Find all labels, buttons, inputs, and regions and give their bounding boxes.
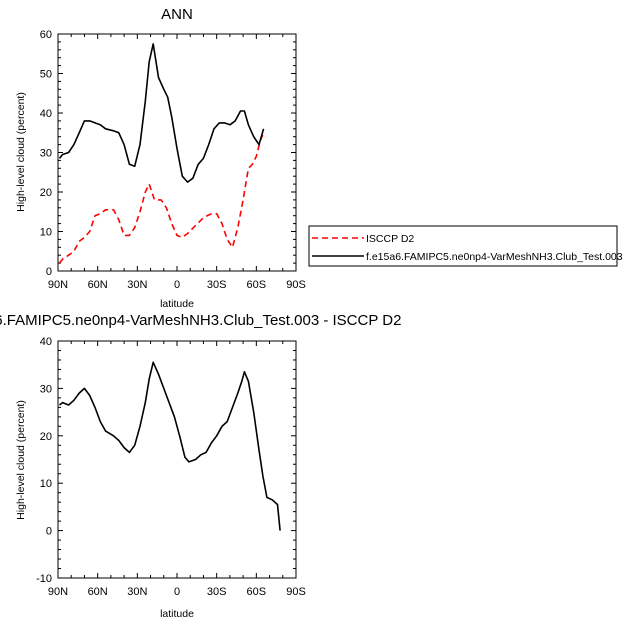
panel-1-plot: 90N 60N 30N 0 30S 60S 90S 0 10 20 30 40 50 60 (40, 29, 306, 291)
x-tick-label: 30S (207, 586, 227, 598)
panel-1-x-axis-label: latitude (160, 298, 194, 310)
legend-label-model: f.e15a6.FAMIPC5.ne0np4-VarMeshNH3.Club_T… (366, 251, 623, 263)
legend: ISCCP D2 f.e15a6.FAMIPC5.ne0np4-VarMeshN… (308, 225, 623, 267)
x-tick-label: 60N (88, 586, 108, 598)
panel-1-title: ANN (161, 6, 193, 23)
y-tick-label: 50 (40, 69, 52, 81)
series-line-2 (58, 43, 265, 183)
y-tick-label: 0 (46, 266, 52, 278)
panel-1: ANN 90N 60N 30N 0 30S 60S 90S 0 10 20 30 40 50 60 lat… (15, 6, 306, 310)
x-tick-label: 30N (127, 279, 147, 291)
y-tick-label: 40 (40, 336, 52, 348)
y-tick-label: 30 (40, 148, 52, 160)
legend-box (308, 225, 618, 267)
y-tick-label: 0 (46, 526, 52, 538)
y-tick-label: 20 (40, 187, 52, 199)
x-tick-label: 90N (48, 586, 68, 598)
panel-2-plot: 90N 60N 30N 0 30S 60S 90S -10 0 10 20 30 40 (36, 336, 306, 598)
x-tick-label: 90S (286, 279, 306, 291)
x-tick-label: 0 (174, 586, 180, 598)
y-tick-label: 10 (40, 478, 52, 490)
y-tick-label: 10 (40, 227, 52, 239)
x-tick-label: 90N (48, 279, 68, 291)
x-tick-label: 90S (286, 586, 306, 598)
panel-2-x-axis-label: latitude (160, 608, 194, 620)
series-line-1 (59, 361, 281, 531)
x-tick-label: 60S (247, 586, 267, 598)
x-tick-label: 60S (247, 279, 267, 291)
series-line-1 (58, 132, 265, 264)
legend-label-isccp-d2: ISCCP D2 (366, 233, 414, 245)
x-tick-label: 30N (127, 586, 147, 598)
panel-2-title: f.e15a6.FAMIPC5.ne0np4-VarMeshNH3.Club_T… (0, 312, 401, 329)
panel-1-y-axis-label: High-level cloud (percent) (15, 92, 27, 212)
y-tick-label: 60 (40, 29, 52, 41)
y-tick-label: -10 (36, 573, 52, 585)
panel-2-y-axis-label: High-level cloud (percent) (15, 400, 27, 520)
y-tick-label: 40 (40, 108, 52, 120)
y-tick-label: 20 (40, 431, 52, 443)
y-tick-label: 30 (40, 383, 52, 395)
panel-2: f.e15a6.FAMIPC5.ne0np4-VarMeshNH3.Club_T… (0, 312, 401, 620)
x-tick-label: 30S (207, 279, 227, 291)
x-tick-label: 0 (174, 279, 180, 291)
x-tick-label: 60N (88, 279, 108, 291)
